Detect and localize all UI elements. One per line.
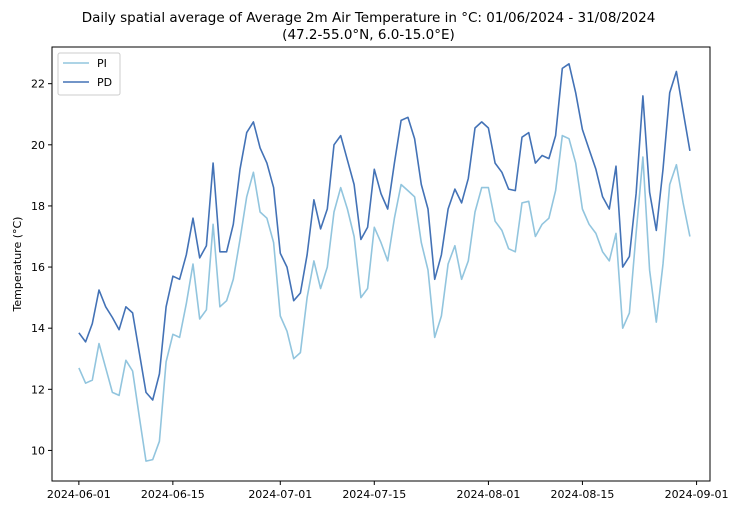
y-tick-label: 10 (31, 444, 45, 457)
series-line-pd (79, 64, 690, 400)
y-tick-label: 14 (31, 322, 45, 335)
x-tick-label: 2024-07-01 (248, 488, 312, 501)
y-axis: 10 12 14 16 18 20 22 (31, 78, 52, 458)
x-tick-label: 2024-06-15 (141, 488, 205, 501)
x-axis: 2024-06-01 2024-06-15 2024-07-01 2024-07-15… (47, 481, 729, 501)
plot-frame (52, 47, 710, 481)
series-layer (79, 64, 690, 461)
legend-label-pd: PD (97, 76, 112, 89)
x-tick-label: 2024-08-01 (456, 488, 520, 501)
x-tick-label: 2024-06-01 (47, 488, 111, 501)
y-tick-label: 22 (31, 78, 45, 91)
y-tick-label: 20 (31, 139, 45, 152)
y-tick-label: 16 (31, 261, 45, 274)
y-tick-label: 12 (31, 383, 45, 396)
temperature-line-chart: 2024-06-01 2024-06-15 2024-07-01 2024-07-15… (0, 0, 737, 515)
legend-label-pi: PI (97, 57, 107, 70)
x-tick-label: 2024-07-15 (342, 488, 406, 501)
x-tick-label: 2024-08-15 (550, 488, 614, 501)
y-tick-label: 18 (31, 200, 45, 213)
y-axis-label: Temperature (°C) (11, 217, 24, 313)
series-line-pi (79, 136, 690, 462)
legend: PI PD (58, 53, 120, 95)
x-tick-label: 2024-09-01 (665, 488, 729, 501)
